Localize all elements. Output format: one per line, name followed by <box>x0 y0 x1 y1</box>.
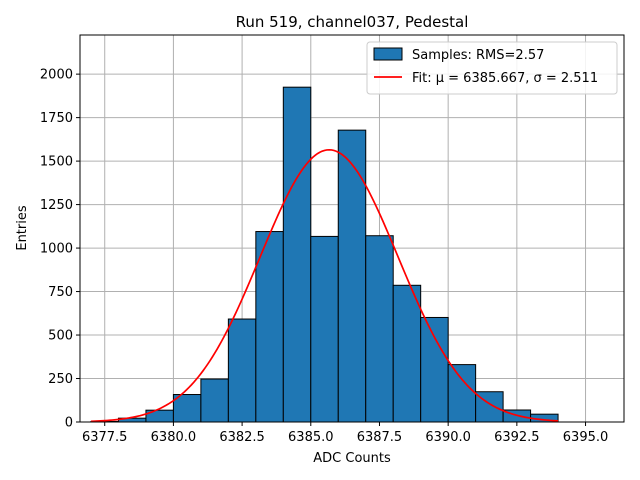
histogram-bar <box>337 129 367 423</box>
y-tick-label: 0 <box>65 416 73 431</box>
histogram-bar <box>255 231 284 423</box>
legend-histogram-swatch <box>373 47 403 61</box>
histogram-bar <box>282 86 312 423</box>
histogram-bars <box>90 86 559 423</box>
y-axis-label: Entries <box>15 205 30 251</box>
x-tick-label: 6385.0 <box>288 430 334 445</box>
y-tick-label: 2000 <box>40 68 73 83</box>
plot-frame <box>79 34 625 423</box>
x-tick-label: 6395.0 <box>563 430 609 445</box>
x-tick-label: 6380.0 <box>151 430 197 445</box>
histogram-bar <box>365 235 394 423</box>
x-tick-label: 6390.0 <box>425 430 471 445</box>
y-tick-label: 1500 <box>40 155 73 170</box>
legend-box <box>366 41 618 95</box>
histogram-bar <box>420 316 449 423</box>
legend: Samples: RMS=2.57 Fit: μ = 6385.667, σ =… <box>366 41 618 95</box>
y-axis-ticks: 0 250 500 750 1000 1250 1500 1750 2000 <box>40 68 80 431</box>
histogram-bar <box>172 394 202 423</box>
y-tick-label: 1000 <box>40 242 73 257</box>
x-tick-label: 6382.5 <box>219 430 265 445</box>
chart-title: Run 519, channel037, Pedestal <box>236 13 469 31</box>
histogram-bar <box>392 284 422 423</box>
x-axis-ticks: 6377.5 6380.0 6382.5 6385.0 6387.5 6390.0 6392… <box>82 422 608 445</box>
y-tick-label: 1250 <box>40 198 73 213</box>
histogram-bar <box>227 318 257 423</box>
y-tick-label: 250 <box>48 372 73 387</box>
histogram-bar <box>447 364 477 423</box>
y-tick-label: 750 <box>48 285 73 300</box>
histogram-bar <box>310 235 339 423</box>
x-tick-label: 6392.5 <box>494 430 540 445</box>
histogram-bar <box>200 378 229 423</box>
y-tick-label: 1750 <box>40 111 73 126</box>
x-tick-label: 6377.5 <box>82 430 128 445</box>
y-tick-label: 500 <box>48 329 73 344</box>
x-axis-label: ADC Counts <box>313 451 391 466</box>
fit-curve <box>90 148 559 423</box>
legend-fit-label: Fit: μ = 6385.667, σ = 2.511 <box>412 71 598 86</box>
x-tick-label: 6387.5 <box>357 430 403 445</box>
fit-curve-layer <box>90 148 559 423</box>
legend-histogram-label: Samples: RMS=2.57 <box>412 48 544 63</box>
